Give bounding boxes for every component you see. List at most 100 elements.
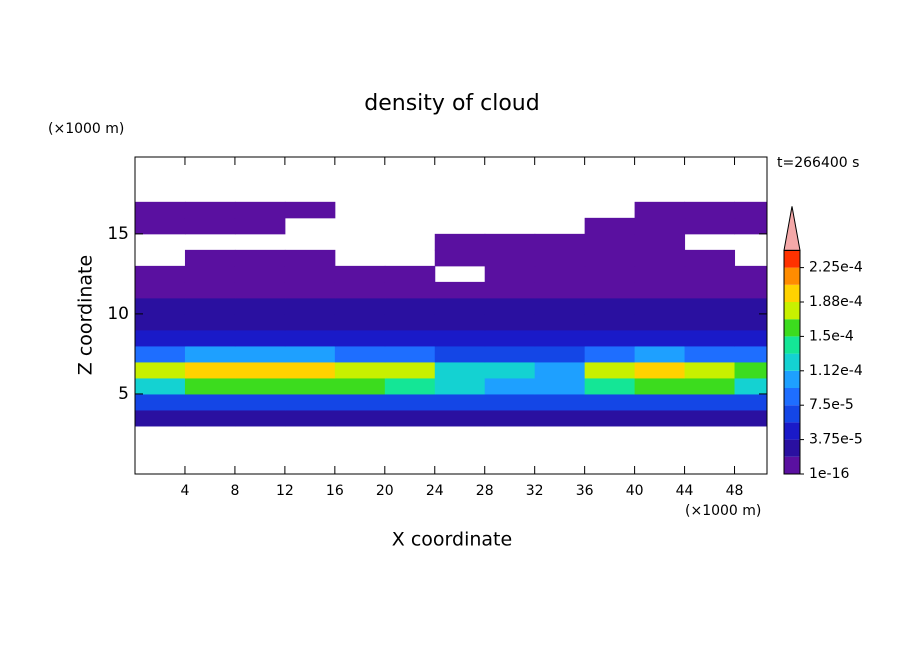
contour-cell [135,361,186,379]
y-tick-label: 10 [107,304,129,324]
chart-title: density of cloud [364,91,539,116]
contour-cell [584,249,636,267]
contour-cell [584,265,636,283]
contour-cell [135,377,186,395]
colorbar-tick-label: 2.25e-4 [809,260,863,276]
contour-cell [284,393,336,411]
contour-cell [684,329,736,347]
contour-cell [684,313,736,331]
contour-cell [234,249,286,267]
contour-cell [634,265,686,283]
x-tick-label: 4 [180,483,189,499]
contour-cell [484,409,536,427]
colorbar-band [784,336,800,354]
x-tick-label: 40 [626,483,644,499]
contour-cell [534,281,586,299]
contour-cell [734,265,767,283]
contour-cell [534,329,586,347]
contour-cell [135,313,186,331]
contour-cell [184,249,236,267]
contour-cell [684,201,736,219]
contour-cell [384,345,436,363]
contour-cell [634,313,686,331]
x-tick-label: 20 [376,483,394,499]
contour-cell [384,361,436,379]
contour-cell [284,377,336,395]
contour-cell [334,345,386,363]
contour-cell [434,297,486,315]
contour-cell [534,233,586,251]
contour-cell [734,409,767,427]
contour-cell [184,409,236,427]
contour-cell [584,377,636,395]
colorbar-band [784,302,800,320]
colorbar-tick-label: 1.5e-4 [809,328,854,344]
contour-cell [634,217,686,235]
contour-cell [184,265,236,283]
contour-cell [584,217,636,235]
contour-cell [734,217,767,235]
contour-cell [135,409,186,427]
contour-cell [484,361,536,379]
contour-cell [334,361,386,379]
contour-cell [534,409,586,427]
colorbar-band [784,405,800,423]
colorbar-tick-label: 1.88e-4 [809,294,863,310]
contour-cell [684,297,736,315]
contour-cell [634,409,686,427]
contour-cell [184,329,236,347]
contour-cell [135,329,186,347]
contour-cell [434,377,486,395]
contour-cell [684,217,736,235]
y-tick-label: 5 [118,384,129,404]
contour-cell [284,329,336,347]
contour-cell [634,249,686,267]
contour-cell [184,313,236,331]
contour-cell [584,313,636,331]
contour-cell [384,265,436,283]
contour-cell [234,313,286,331]
contour-cell [384,329,436,347]
contour-cell [434,329,486,347]
contour-cell [634,297,686,315]
contour-cell [184,281,236,299]
contour-cell [234,297,286,315]
contour-cell [184,201,236,219]
contour-cell [434,393,486,411]
x-tick-label: 32 [526,483,544,499]
x-tick-label: 12 [276,483,294,499]
axes: 4 8 12 16 20 24 28 32 36 40 44 48510151e-163.75e-57… [107,156,863,499]
contour-cell [184,361,236,379]
x-tick-label: 44 [676,483,694,499]
contour-cell [684,265,736,283]
contour-cell [684,249,736,267]
contour-cell [234,377,286,395]
contour-cell [234,409,286,427]
contour-cell [484,393,536,411]
colorbar-band [784,353,800,371]
contour-cell [584,361,636,379]
contour-cell [484,265,536,283]
contour-cell [584,281,636,299]
contour-cell [534,345,586,363]
contour-cell [284,281,336,299]
contour-cell [484,233,536,251]
contour-cell [334,329,386,347]
x-unit: (×1000 m) [685,503,761,519]
y-unit: (×1000 m) [48,121,124,137]
contour-cell [334,313,386,331]
contour-cell [634,361,686,379]
contour-cell [384,313,436,331]
contour-cell [234,361,286,379]
contour-cell [534,377,586,395]
contour-cell [334,409,386,427]
contour-cell [334,281,386,299]
y-axis-label: Z coordinate [75,255,97,375]
contour-cell [734,201,767,219]
x-axis-label: X coordinate [392,529,512,551]
colorbar-tick-label: 7.5e-5 [809,397,854,413]
colorbar-tick-label: 1e-16 [809,466,849,482]
contour-cell [284,249,336,267]
plot-frame [134,156,768,475]
